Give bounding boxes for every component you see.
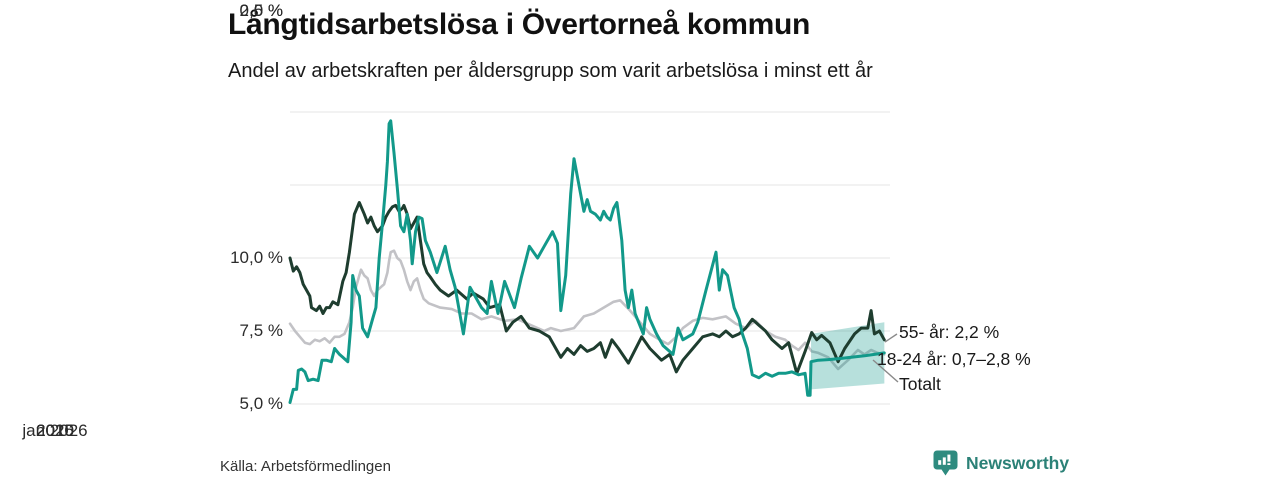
uncertainty-band-18-24 (811, 322, 885, 390)
connector-55-label (884, 333, 898, 343)
x-tick-2020: 2020 (36, 421, 74, 440)
chart-subtitle: Andel av arbetskraften per åldersgrupp s… (228, 60, 873, 82)
series-label-55: 55- år: 2,2 % (899, 322, 1000, 342)
newsworthy-wordmark: Newsworthy (966, 453, 1070, 473)
series-label-totalt: Totalt (899, 374, 941, 394)
y-tick-10: 10,0 % (230, 248, 283, 267)
source-note: Källa: Arbetsförmedlingen (220, 458, 391, 475)
series-lines (288, 119, 886, 404)
x-tick-2010: 2010 (36, 421, 74, 440)
y-tick-2-5: 2,5 % (239, 1, 283, 20)
newsworthy-bar-chart-bubble-icon (933, 450, 958, 476)
y-tick-5: 5,0 % (239, 394, 283, 413)
annotation-connectors (872, 333, 899, 383)
x-tick-2015: 2015 (36, 421, 74, 440)
x-tick-jan-2026: jan 2026 (22, 421, 88, 440)
series-line-Totalt (288, 249, 886, 371)
series-line-18-24-r (288, 119, 886, 404)
y-tick-7-5: 7,5 % (239, 321, 283, 340)
connector-totalt-label (872, 359, 899, 383)
y-tick-0: 0,0 % (239, 1, 283, 20)
series-line-55-r (288, 201, 886, 375)
series-label-18-24: 18-24 år: 0,7–2,8 % (877, 349, 1031, 369)
chart-title: Långtidsarbetslösa i Övertorneå kommun (228, 8, 811, 41)
newsworthy-logo: Newsworthy (933, 450, 1069, 477)
